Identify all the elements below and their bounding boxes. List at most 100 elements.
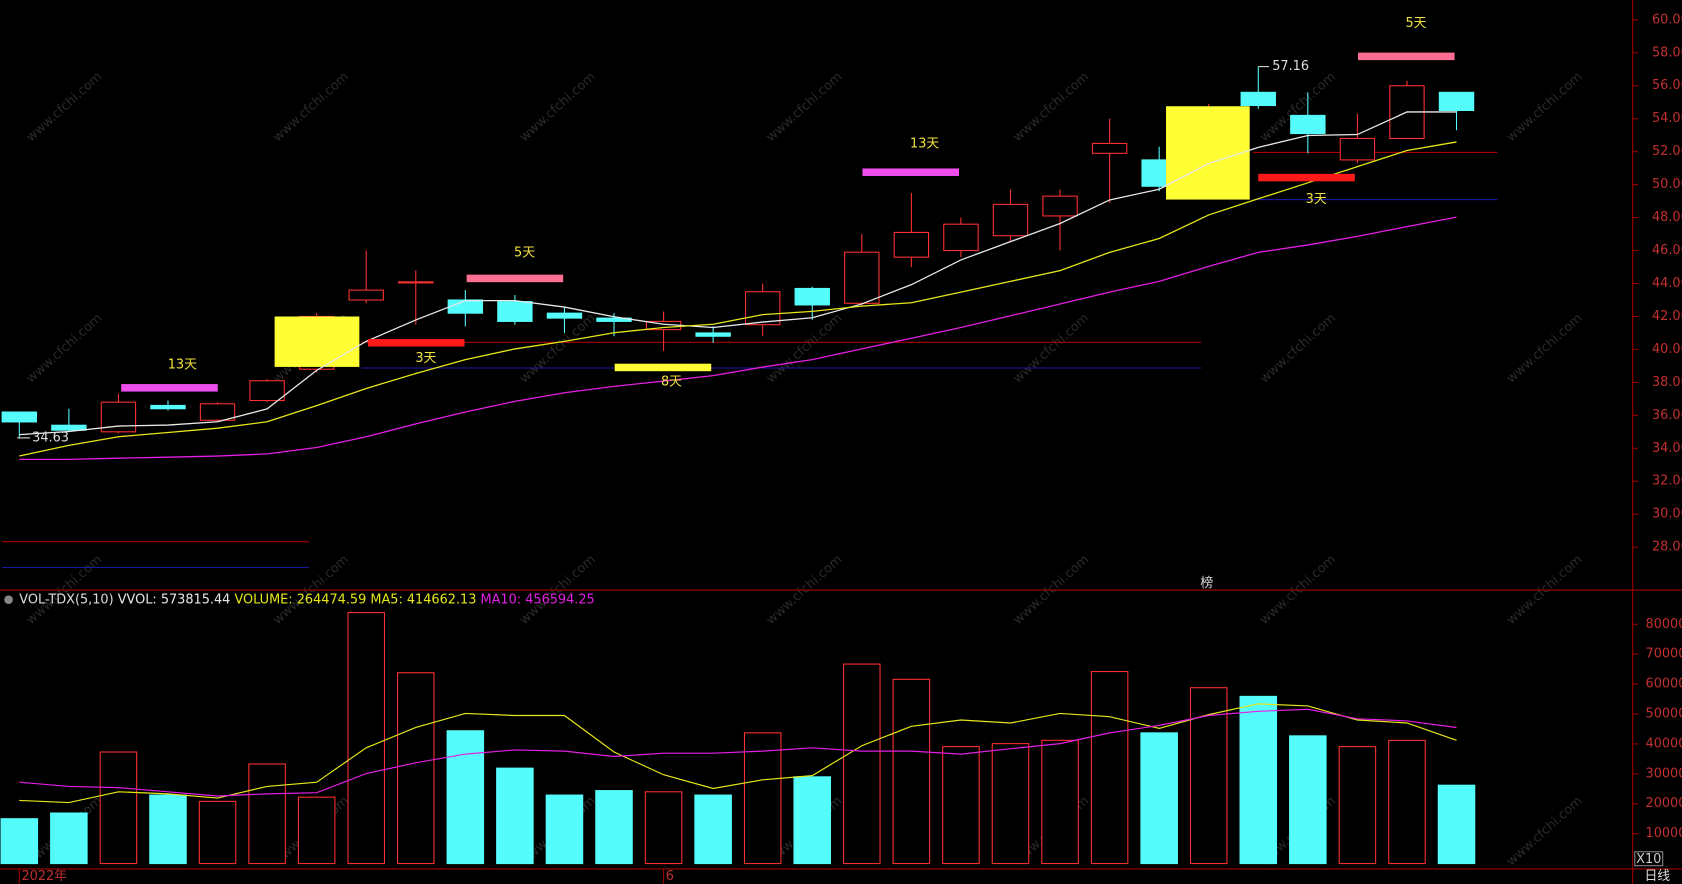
volume-bar: [1090, 671, 1129, 865]
candle-body: [695, 332, 731, 337]
candle-body: [943, 223, 979, 252]
candle-body: [150, 404, 186, 410]
stat-value: 573815.44: [161, 592, 231, 607]
y-tick-label: 80000: [1646, 617, 1682, 632]
header-icon: [4, 595, 13, 604]
volume-bar: [50, 812, 88, 865]
candle-body: [249, 380, 285, 402]
volume-bar: [1388, 739, 1426, 865]
highlight-box: [274, 316, 360, 367]
volume-bar: [1239, 695, 1278, 865]
ma-line: [19, 111, 1457, 436]
signal-bar: [1358, 52, 1455, 61]
ma-line: [19, 141, 1457, 457]
volume-bar: [297, 796, 336, 865]
low-label: 34.63: [32, 430, 69, 445]
volume-bar: [397, 672, 435, 865]
marker-label: 榜: [1200, 575, 1213, 591]
scale-label: X10: [1636, 852, 1661, 867]
stat-label: MA10:: [481, 592, 522, 607]
y-tick-label: 30000: [1646, 766, 1682, 781]
volume-bar: [694, 794, 732, 865]
volume-ma-line: [19, 708, 1457, 797]
annotation: 13天: [910, 136, 939, 151]
y-tick-label: 52.00: [1652, 144, 1682, 159]
volume-bar: [347, 612, 385, 865]
volume-bar: [942, 746, 980, 865]
y-tick-label: 42.00: [1652, 309, 1682, 324]
high-label: 57.16: [1272, 59, 1309, 74]
volume-bar: [1041, 739, 1079, 865]
volume-bar: [793, 776, 832, 865]
volume-bar: [149, 794, 187, 865]
annotation: 3天: [415, 351, 436, 366]
volume-bar: [545, 794, 584, 865]
stat-label: MA5:: [370, 592, 402, 607]
scale-box: [1634, 851, 1664, 867]
highlight-box: [1166, 106, 1250, 200]
volume-bar: [1289, 735, 1327, 865]
volume-bar: [892, 678, 931, 865]
annotation: 5天: [1405, 16, 1426, 31]
volume-bar: [446, 730, 485, 865]
candle-body: [1290, 114, 1326, 135]
volume-bar: [496, 767, 534, 865]
signal-bar: [466, 274, 564, 283]
y-tick-label: 60.00: [1652, 12, 1682, 27]
annotation: 13天: [168, 357, 197, 372]
signal-bar: [367, 339, 465, 347]
candle-body: [1042, 195, 1078, 217]
volume-bar: [595, 790, 633, 865]
candle-body: [1438, 91, 1475, 111]
y-tick-label: 48.00: [1652, 210, 1682, 225]
y-tick-label: 20000: [1646, 796, 1682, 811]
signal-bar: [862, 168, 959, 176]
annotation: 8天: [661, 374, 682, 389]
candle-body: [893, 231, 930, 258]
candle-body: [447, 299, 484, 314]
y-tick-label: 30.00: [1652, 507, 1682, 522]
signal-bar: [1258, 173, 1355, 182]
y-tick-label: 36.00: [1652, 408, 1682, 423]
signal-bar: [121, 384, 218, 392]
volume-bar: [99, 751, 138, 865]
volume-bar: [644, 791, 683, 865]
y-tick-label: 34.00: [1652, 441, 1682, 456]
y-tick-label: 38.00: [1652, 375, 1682, 390]
stat-value: 456594.25: [525, 592, 595, 607]
volume-bar: [0, 818, 39, 865]
volume-bar: [991, 743, 1030, 865]
stat-label: VOLUME:: [234, 592, 292, 607]
x-tick-label: 2022年: [21, 869, 67, 884]
y-tick-label: 44.00: [1652, 276, 1682, 291]
signal-bar: [614, 363, 712, 372]
candle-body: [844, 251, 880, 304]
volume-bar: [1437, 784, 1476, 865]
candle-body: [398, 281, 434, 284]
y-tick-label: 40.00: [1652, 342, 1682, 357]
volume-bar: [1140, 732, 1178, 865]
y-tick-label: 40000: [1646, 736, 1682, 751]
volume-bar: [843, 663, 881, 865]
candle-body: [1339, 137, 1376, 161]
annotation: 5天: [514, 246, 535, 261]
annotation: 3天: [1306, 192, 1327, 207]
volume-bar: [1338, 746, 1377, 865]
candle-body: [199, 403, 236, 421]
volume-bar: [1189, 687, 1228, 865]
ma-line: [19, 216, 1457, 460]
candle-body: [348, 289, 384, 301]
x-tick-label: 6: [666, 869, 674, 884]
volume-header: VOL-TDX(5,10) VVOL: 573815.44 VOLUME: 26…: [19, 592, 594, 607]
y-tick-label: 10000: [1646, 826, 1682, 841]
candle-body: [744, 291, 781, 326]
candle-body: [497, 301, 533, 322]
volume-bar: [743, 732, 782, 865]
y-tick-label: 50000: [1646, 707, 1682, 722]
y-tick-label: 50.00: [1652, 177, 1682, 192]
stat-label: VVOL:: [118, 592, 157, 607]
y-tick-label: 54.00: [1652, 111, 1682, 126]
y-tick-label: 28.00: [1652, 540, 1682, 555]
